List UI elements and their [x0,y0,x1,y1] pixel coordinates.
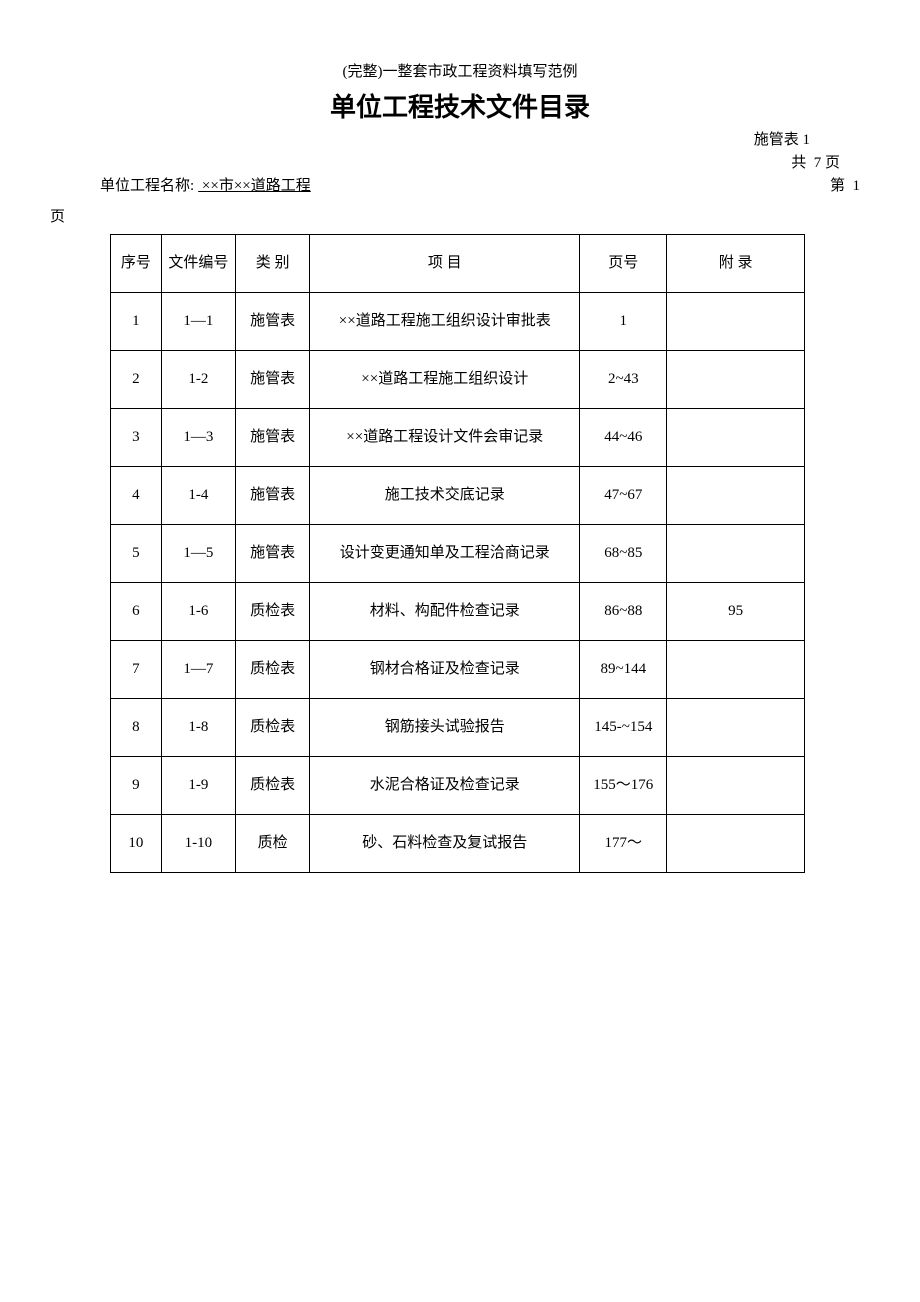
cell-appendix [667,293,805,351]
page-current-value: 1 [853,178,861,194]
cell-page_no: 2~43 [580,351,667,409]
cell-category: 施管表 [236,525,310,583]
cell-file_no: 1-2 [161,351,235,409]
cell-item: 设计变更通知单及工程洽商记录 [310,525,580,583]
cell-category: 质检表 [236,583,310,641]
cell-category: 施管表 [236,293,310,351]
cell-file_no: 1—5 [161,525,235,583]
cell-category: 施管表 [236,409,310,467]
cell-seq: 1 [111,293,162,351]
project-name: 单位工程名称: ××市××道路工程 [100,174,315,195]
header-file-no: 文件编号 [161,235,235,293]
cell-page_no: 89~144 [580,641,667,699]
cell-item: ××道路工程施工组织设计 [310,351,580,409]
cell-item: ××道路工程设计文件会审记录 [310,409,580,467]
cell-appendix [667,815,805,873]
cell-seq: 8 [111,699,162,757]
page-total-suffix: 页 [825,155,840,171]
page-current: 第 1 [830,174,860,195]
cell-page_no: 44~46 [580,409,667,467]
cell-seq: 2 [111,351,162,409]
cell-page_no: 86~88 [580,583,667,641]
page-total: 共 7 页 [50,151,870,172]
table-row: 101-10质检砂、石料检查及复试报告177～ [111,815,805,873]
cell-file_no: 1-10 [161,815,235,873]
form-label: 施管表 1 [50,128,870,149]
cell-appendix [667,525,805,583]
cell-file_no: 1-4 [161,467,235,525]
cell-appendix [667,409,805,467]
cell-appendix [667,757,805,815]
project-label: 单位工程名称: [100,178,194,194]
page-current-prefix: 第 [830,178,845,194]
cell-appendix [667,351,805,409]
page-total-value: 7 [814,155,822,171]
page-title: 单位工程技术文件目录 [50,87,870,124]
cell-file_no: 1—1 [161,293,235,351]
cell-item: 施工技术交底记录 [310,467,580,525]
cell-item: 钢筋接头试验报告 [310,699,580,757]
cell-seq: 9 [111,757,162,815]
header-seq: 序号 [111,235,162,293]
cell-category: 质检表 [236,699,310,757]
cell-seq: 6 [111,583,162,641]
cell-category: 施管表 [236,467,310,525]
table-row: 41-4施管表施工技术交底记录47~67 [111,467,805,525]
cell-page_no: 47~67 [580,467,667,525]
header-item: 项 目 [310,235,580,293]
header-page-no: 页号 [580,235,667,293]
cell-appendix [667,699,805,757]
cell-seq: 4 [111,467,162,525]
cell-item: 砂、石料检查及复试报告 [310,815,580,873]
cell-category: 质检表 [236,757,310,815]
cell-page_no: 68~85 [580,525,667,583]
cell-appendix [667,467,805,525]
cell-item: ××道路工程施工组织设计审批表 [310,293,580,351]
cell-page_no: 1 [580,293,667,351]
table-row: 81-8质检表钢筋接头试验报告145-~154 [111,699,805,757]
cell-item: 材料、构配件检查记录 [310,583,580,641]
cell-file_no: 1-6 [161,583,235,641]
table-header-row: 序号 文件编号 类 别 项 目 页号 附 录 [111,235,805,293]
cell-page_no: 155～176 [580,757,667,815]
cell-appendix: 95 [667,583,805,641]
cell-category: 质检表 [236,641,310,699]
cell-seq: 10 [111,815,162,873]
cell-file_no: 1—7 [161,641,235,699]
subtitle: (完整)一整套市政工程资料填写范例 [50,60,870,81]
cell-seq: 5 [111,525,162,583]
project-value: ××市××道路工程 [194,178,315,194]
cell-page_no: 177～ [580,815,667,873]
cell-appendix [667,641,805,699]
cell-file_no: 1-8 [161,699,235,757]
cell-item: 水泥合格证及检查记录 [310,757,580,815]
table-row: 71—7质检表钢材合格证及检查记录89~144 [111,641,805,699]
cell-category: 质检 [236,815,310,873]
document-table: 序号 文件编号 类 别 项 目 页号 附 录 11—1施管表××道路工程施工组织… [110,234,805,873]
cell-file_no: 1—3 [161,409,235,467]
cell-seq: 7 [111,641,162,699]
page-total-prefix: 共 [791,155,806,171]
cell-file_no: 1-9 [161,757,235,815]
cell-page_no: 145-~154 [580,699,667,757]
table-row: 31—3施管表××道路工程设计文件会审记录44~46 [111,409,805,467]
table-row: 61-6质检表材料、构配件检查记录86~8895 [111,583,805,641]
table-row: 21-2施管表××道路工程施工组织设计2~43 [111,351,805,409]
header-category: 类 别 [236,235,310,293]
cell-seq: 3 [111,409,162,467]
cell-category: 施管表 [236,351,310,409]
page-word: 页 [50,205,870,226]
header-appendix: 附 录 [667,235,805,293]
cell-item: 钢材合格证及检查记录 [310,641,580,699]
table-row: 11—1施管表××道路工程施工组织设计审批表1 [111,293,805,351]
table-row: 51—5施管表设计变更通知单及工程洽商记录68~85 [111,525,805,583]
table-row: 91-9质检表水泥合格证及检查记录155～176 [111,757,805,815]
